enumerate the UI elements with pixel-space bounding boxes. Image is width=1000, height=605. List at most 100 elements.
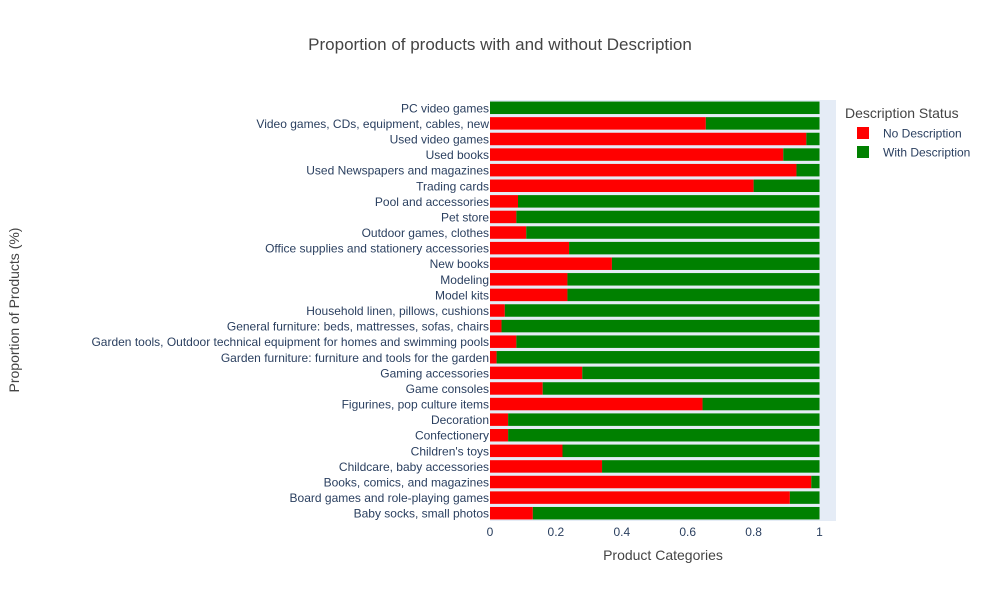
x-tick-label: 0.6 [679, 525, 696, 539]
legend-item-no-description[interactable]: No Description [857, 127, 962, 141]
y-axis-title: Proportion of Products (%) [6, 228, 22, 393]
legend[interactable]: Description Status No Description With De… [845, 105, 970, 160]
x-tick-label: 0.4 [613, 525, 630, 539]
y-tick-label: Game consoles [406, 382, 489, 396]
x-tick-label: 0 [487, 525, 494, 539]
bar-with-description-new-books [611, 257, 820, 270]
x-tick-label: 1 [816, 525, 823, 539]
y-tick-label: Modeling [440, 273, 489, 287]
y-tick-label: Board games and role-playing games [290, 491, 489, 505]
legend-label: With Description [883, 146, 970, 160]
bars-layer [490, 101, 820, 520]
bar-no-description-figurines-pop-culture-items [490, 397, 703, 411]
y-tick-label: Gaming accessories [380, 366, 489, 380]
bar-no-description-game-consoles [490, 382, 543, 395]
legend-swatch [857, 127, 869, 139]
bar-with-description-garden-tools-outdoor-technical-equipment-for-homes-and-swimming-pools [516, 335, 820, 348]
bar-no-description-video-games-cds-equipment-cables-new [490, 117, 706, 130]
bar-with-description-used-books [783, 148, 820, 161]
bar-no-description-modeling [490, 273, 568, 286]
bar-with-description-used-newspapers-and-magazines [796, 163, 820, 177]
y-tick-label: Books, comics, and magazines [324, 476, 489, 490]
bar-no-description-decoration [490, 413, 509, 426]
bar-no-description-household-linen-pillows-cushions [490, 304, 505, 317]
bar-no-description-model-kits [490, 288, 568, 302]
y-tick-label: Model kits [435, 288, 489, 302]
bar-with-description-pet-store [516, 210, 820, 224]
bar-with-description-decoration [508, 413, 820, 426]
bar-with-description-modeling [567, 273, 820, 286]
y-tick-label: PC video games [401, 101, 489, 115]
y-tick-label: Video games, CDs, equipment, cables, new [256, 117, 489, 131]
y-tick-label: General furniture: beds, mattresses, sof… [227, 320, 489, 334]
bar-no-description-books-comics-and-magazines [490, 475, 812, 489]
bar-with-description-office-supplies-and-stationery-accessories [569, 241, 820, 255]
bar-with-description-childcare-baby-accessories [602, 460, 820, 473]
bar-with-description-used-video-games [806, 132, 820, 146]
bar-no-description-used-video-games [490, 132, 807, 146]
bar-no-description-board-games-and-role-playing-games [490, 491, 790, 504]
bar-with-description-pool-and-accessories [518, 195, 820, 208]
legend-label: No Description [883, 127, 962, 141]
bar-with-description-outdoor-games-clothes [526, 226, 820, 239]
y-tick-label: Children's toys [411, 444, 489, 458]
bar-with-description-game-consoles [542, 382, 820, 395]
y-tick-label: Outdoor games, clothes [362, 226, 489, 240]
bar-with-description-baby-socks-small-photos [532, 506, 820, 520]
y-tick-label: Childcare, baby accessories [339, 460, 489, 474]
bar-with-description-gaming-accessories [582, 366, 820, 380]
bar-with-description-video-games-cds-equipment-cables-new [705, 117, 820, 130]
bar-with-description-trading-cards [753, 179, 820, 192]
y-tick-labels: Baby socks, small photos Board games and … [91, 101, 489, 520]
legend-item-with-description[interactable]: With Description [857, 146, 970, 160]
y-tick-label: Confectionery [415, 429, 489, 443]
y-tick-label: Household linen, pillows, cushions [306, 304, 489, 318]
bar-no-description-pet-store [490, 210, 517, 224]
bar-no-description-used-newspapers-and-magazines [490, 163, 797, 177]
y-tick-label: New books [430, 257, 489, 271]
bar-no-description-children-s-toys [490, 444, 563, 458]
bar-with-description-general-furniture-beds-mattresses-sofas-chairs [501, 319, 820, 333]
x-tick-label: 0.2 [548, 525, 565, 539]
bar-no-description-confectionery [490, 429, 509, 442]
bar-no-description-general-furniture-beds-mattresses-sofas-chairs [490, 319, 502, 333]
bar-with-description-books-comics-and-magazines [811, 475, 820, 489]
bar-no-description-outdoor-games-clothes [490, 226, 527, 239]
x-tick-labels: 0 0.2 0.4 0.6 0.8 1 [487, 525, 824, 539]
bar-no-description-gaming-accessories [490, 366, 583, 380]
y-tick-label: Used Newspapers and magazines [306, 164, 489, 178]
y-tick-label: Pet store [441, 210, 489, 224]
bar-no-description-baby-socks-small-photos [490, 506, 533, 520]
bar-no-description-garden-tools-outdoor-technical-equipment-for-homes-and-swimming-pools [490, 335, 517, 348]
bar-no-description-pool-and-accessories [490, 195, 519, 208]
bar-with-description-confectionery [508, 429, 820, 442]
chart-title: Proportion of products with and without … [308, 35, 692, 54]
legend-swatch [857, 146, 869, 158]
bar-with-description-children-s-toys [562, 444, 820, 458]
y-tick-label: Office supplies and stationery accessori… [265, 242, 489, 256]
bar-no-description-garden-furniture-furniture-and-tools-for-the-garden [490, 351, 497, 364]
y-tick-label: Garden furniture: furniture and tools fo… [221, 351, 489, 365]
x-axis-title: Product Categories [603, 547, 723, 563]
y-tick-label: Pool and accessories [375, 195, 489, 209]
bar-no-description-office-supplies-and-stationery-accessories [490, 241, 570, 255]
bar-with-description-board-games-and-role-playing-games [789, 491, 820, 504]
y-tick-label: Decoration [431, 413, 489, 427]
y-tick-label: Used books [426, 148, 489, 162]
x-tick-label: 0.8 [745, 525, 762, 539]
y-tick-label: Figurines, pop culture items [342, 398, 489, 412]
legend-items: No Description With Description [857, 127, 970, 160]
legend-title: Description Status [845, 105, 959, 121]
bar-no-description-childcare-baby-accessories [490, 460, 603, 473]
bar-no-description-new-books [490, 257, 612, 270]
y-tick-label: Garden tools, Outdoor technical equipmen… [91, 335, 489, 349]
bar-with-description-figurines-pop-culture-items [702, 397, 820, 411]
bar-with-description-garden-furniture-furniture-and-tools-for-the-garden [496, 351, 820, 364]
y-tick-label: Baby socks, small photos [354, 507, 489, 521]
bar-with-description-pc-video-games [490, 101, 820, 115]
bar-with-description-household-linen-pillows-cushions [504, 304, 820, 317]
bar-no-description-used-books [490, 148, 784, 161]
bar-with-description-model-kits [567, 288, 820, 302]
